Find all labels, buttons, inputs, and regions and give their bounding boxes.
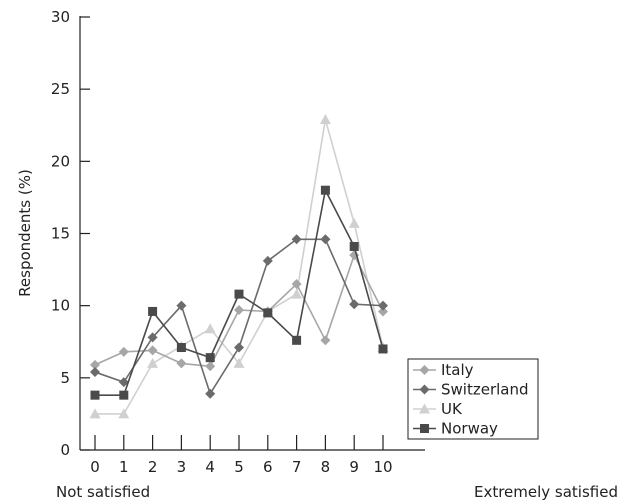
- data-point-uk: [291, 288, 303, 299]
- data-point-italy: [234, 304, 244, 315]
- data-point-norway: [176, 343, 186, 353]
- data-point-switzerland: [147, 332, 158, 343]
- x-tick-label: 3: [177, 458, 187, 476]
- data-point-switzerland: [320, 234, 331, 245]
- legend-marker-switzerland: [419, 384, 430, 395]
- data-point-norway: [148, 306, 158, 316]
- data-point-uk: [204, 323, 216, 334]
- series-uk: [89, 113, 389, 419]
- x-tick-label: 7: [292, 458, 302, 476]
- series-line-uk: [95, 118, 384, 415]
- legend-label-norway: Norway: [441, 420, 498, 438]
- data-point-italy: [320, 335, 331, 346]
- x-tick-label: 2: [148, 458, 158, 476]
- data-point-italy: [378, 306, 388, 317]
- data-point-switzerland: [378, 300, 388, 311]
- data-point-switzerland: [205, 388, 216, 399]
- x-tick-label: 9: [349, 458, 359, 476]
- x-tick-label: 5: [234, 458, 244, 476]
- data-point-italy: [118, 346, 129, 357]
- x-axis-left-end-label: Not satisfied: [56, 483, 150, 501]
- x-ticks: 0 1 2 3 4 5 6 7 8 9 10: [90, 435, 393, 476]
- data-point-uk: [319, 113, 331, 124]
- legend-marker-norway: [420, 424, 429, 433]
- y-tick-label: 0: [60, 441, 70, 459]
- x-tick-label: 1: [119, 458, 129, 476]
- data-point-uk: [89, 408, 101, 419]
- data-point-uk: [348, 217, 360, 228]
- data-point-norway: [90, 390, 100, 400]
- legend-label-switzerland: Switzerland: [441, 381, 529, 399]
- series-italy: [90, 250, 388, 372]
- series-norway: [90, 185, 388, 400]
- data-point-switzerland: [262, 255, 273, 266]
- data-point-switzerland: [234, 342, 244, 353]
- data-point-uk: [233, 357, 245, 368]
- series-layer: [89, 113, 389, 419]
- y-tick-label: 30: [51, 8, 70, 26]
- data-point-italy: [176, 358, 187, 369]
- y-axis-title: Respondents (%): [16, 169, 34, 297]
- y-ticks: 0 5 10 15 20 25 30: [51, 8, 90, 459]
- data-point-norway: [378, 344, 388, 354]
- series-line-switzerland: [94, 238, 384, 395]
- legend-marker-uk: [419, 403, 430, 414]
- data-point-switzerland: [90, 367, 100, 378]
- y-tick-label: 5: [60, 369, 70, 387]
- data-point-norway: [205, 353, 215, 363]
- data-point-norway: [234, 289, 244, 299]
- data-point-switzerland: [349, 299, 360, 310]
- data-point-norway: [349, 241, 359, 251]
- data-point-italy: [90, 359, 100, 370]
- legend-label-italy: Italy: [441, 361, 474, 379]
- data-point-norway: [292, 335, 302, 345]
- data-point-italy: [205, 361, 216, 372]
- data-point-norway: [263, 308, 273, 318]
- axes: [79, 16, 425, 451]
- data-point-italy: [291, 279, 302, 290]
- y-tick-label: 10: [51, 297, 70, 315]
- y-tick-label: 25: [51, 80, 70, 98]
- data-point-norway: [320, 185, 330, 195]
- data-point-switzerland: [291, 234, 302, 245]
- data-point-italy: [147, 345, 158, 356]
- x-tick-label: 0: [90, 458, 100, 476]
- x-axis-right-end-label: Extremely satisfied: [474, 483, 618, 501]
- data-point-switzerland: [118, 377, 129, 388]
- legend-box: [407, 358, 539, 440]
- x-tick-label: 6: [263, 458, 273, 476]
- data-point-norway: [119, 390, 129, 400]
- data-point-uk: [118, 408, 130, 419]
- data-point-switzerland: [176, 300, 187, 311]
- series-switzerland: [90, 234, 388, 399]
- y-tick-label: 15: [51, 225, 70, 243]
- data-point-uk: [147, 357, 159, 368]
- x-tick-label: 4: [205, 458, 215, 476]
- y-tick-label: 20: [51, 152, 70, 170]
- legend-marker-italy: [419, 365, 430, 375]
- x-tick-label: 8: [321, 458, 331, 476]
- legend-label-uk: UK: [441, 400, 463, 418]
- x-tick-label: 10: [373, 458, 392, 476]
